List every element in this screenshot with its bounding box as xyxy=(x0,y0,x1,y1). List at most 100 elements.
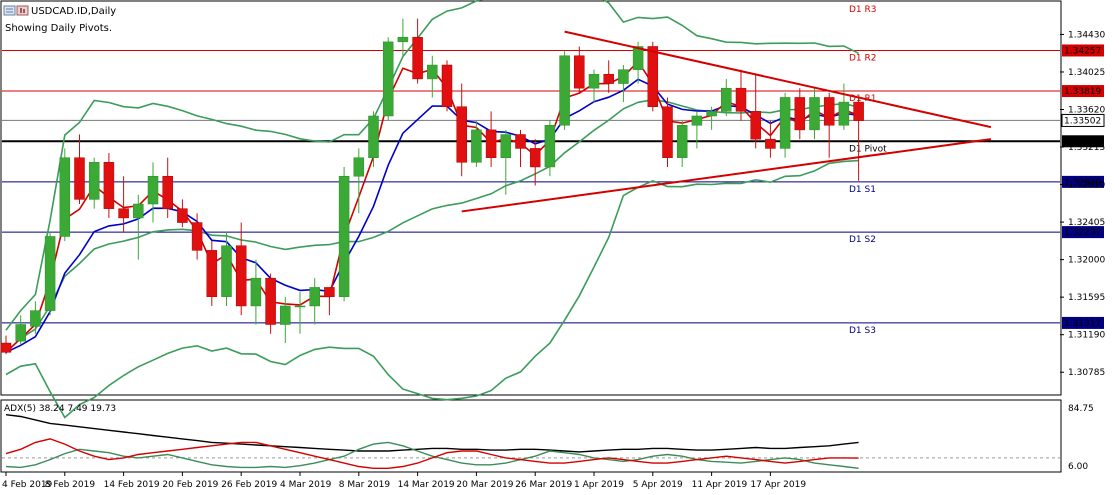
candle-body xyxy=(338,175,350,297)
price-tick-label: 1.34835 xyxy=(1068,0,1105,3)
pivot-tag-d1-s2 xyxy=(1062,226,1104,239)
candle-body xyxy=(265,277,276,325)
pivot-tag-d1-pivot xyxy=(1062,135,1104,148)
adx-panel-frame xyxy=(0,399,1062,473)
pivot-tag-d1-r2 xyxy=(1062,44,1104,57)
adx-tick-label: 84.75 xyxy=(1068,404,1094,414)
candle-body xyxy=(809,97,820,131)
candle-body xyxy=(706,111,717,117)
time-tick-label: 14 Mar 2019 xyxy=(398,480,455,490)
pivot-tag-text-d1-s2: 1.32297 xyxy=(1064,228,1101,238)
trendline xyxy=(461,138,992,213)
current-price-tag xyxy=(1061,113,1105,127)
candle-body xyxy=(280,305,291,325)
chart-title: USDCAD.ID,Daily xyxy=(31,6,116,17)
candle-body xyxy=(74,157,85,200)
trendlines xyxy=(461,30,992,213)
candle-body xyxy=(544,125,556,168)
adx-axis: 84.75 6.00 xyxy=(1068,404,1094,472)
trendline xyxy=(564,30,992,129)
candle-body xyxy=(471,129,482,163)
price-tick-label: 1.32405 xyxy=(1068,218,1105,228)
candle-body xyxy=(735,87,747,112)
pivot-label-d1-r3: D1 R3 xyxy=(849,5,877,15)
candle-body xyxy=(133,203,144,219)
candle-body xyxy=(88,162,100,200)
candle-body xyxy=(103,162,115,209)
candle-body xyxy=(412,36,423,80)
candle-body xyxy=(441,64,453,107)
candle-body xyxy=(324,287,335,297)
time-tick-label: 1 Apr 2019 xyxy=(574,480,624,490)
symbol-icon xyxy=(3,5,29,16)
candle-body xyxy=(368,115,379,158)
candle-body xyxy=(147,175,159,205)
pivot-label-d1-s1: D1 S1 xyxy=(849,185,876,195)
adx-tick-label: 6.00 xyxy=(1068,462,1088,472)
candle-body xyxy=(456,106,467,163)
candles xyxy=(0,18,864,355)
candle-body xyxy=(162,175,173,209)
time-tick-label: 26 Mar 2019 xyxy=(515,480,572,490)
candle-body xyxy=(529,148,541,168)
candle-body xyxy=(721,87,732,112)
pivot-label-d1-pivot: D1 Pivot xyxy=(849,144,887,154)
pivot-label-d1-s3: D1 S3 xyxy=(849,326,876,336)
candle-body xyxy=(603,74,614,84)
time-tick-label: 8 Mar 2019 xyxy=(339,480,391,490)
price-tick-label: 1.32000 xyxy=(1068,256,1105,266)
candle-body xyxy=(59,157,71,237)
candle-body xyxy=(823,97,835,126)
time-tick-label: 20 Mar 2019 xyxy=(456,480,513,490)
pivot-label-d1-s2: D1 S2 xyxy=(849,235,876,245)
pivot-tag-text-d1-s3: 1.31317 xyxy=(1064,319,1101,329)
adx-plus-di-line xyxy=(5,441,859,469)
candle-body xyxy=(235,245,247,307)
adx-lines xyxy=(2,414,1060,469)
candle-body xyxy=(618,69,629,84)
candle-body xyxy=(221,245,232,297)
time-tick-label: 17 Apr 2019 xyxy=(750,480,806,490)
candle-body xyxy=(662,106,673,158)
candle-body xyxy=(15,324,26,342)
adx-minus-di-line xyxy=(5,438,859,469)
time-tick-label: 26 Feb 2019 xyxy=(221,480,277,490)
price-panel-frame xyxy=(0,0,1062,396)
bollinger-lower xyxy=(5,159,859,419)
candle-body xyxy=(691,115,703,126)
candle-body xyxy=(250,277,262,307)
pivot-tag-d1-s3 xyxy=(1062,316,1104,329)
price-tick-label: 1.34025 xyxy=(1068,68,1105,78)
current-price-text: 1.33502 xyxy=(1064,116,1101,126)
candle-body xyxy=(44,236,56,311)
price-tick-label: 1.31595 xyxy=(1068,293,1105,303)
price-tick-label: 1.30785 xyxy=(1068,368,1105,378)
candle-body xyxy=(427,64,438,80)
candle-body xyxy=(779,97,791,149)
time-tick-label: 4 Mar 2019 xyxy=(280,480,332,490)
candle-body xyxy=(794,97,806,131)
candle-body xyxy=(574,55,585,89)
candle-body xyxy=(118,208,129,219)
price-axis: 1.34257 1.33819 1.33277 1.32839 1.32297 1.313… xyxy=(1060,0,1105,378)
pivot-tag-text-d1-r1: 1.33819 xyxy=(1064,87,1101,97)
candle-body xyxy=(0,342,12,353)
chart-subtitle: Showing Daily Pivots. xyxy=(5,23,112,34)
pivot-tag-text-d1-pivot: 1.33277 xyxy=(1064,137,1101,147)
candle-body xyxy=(515,134,526,149)
time-tick-label: 8 Feb 2019 xyxy=(45,480,96,490)
adx-label: ADX(5) 38.24 7.49 19.73 xyxy=(4,404,116,414)
pivot-label-d1-r2: D1 R2 xyxy=(849,53,877,63)
candle-body xyxy=(397,36,409,43)
price-tick-label: 1.31190 xyxy=(1068,331,1105,341)
candle-body xyxy=(588,74,600,89)
price-tick-label: 1.33620 xyxy=(1068,105,1105,115)
time-tick-label: 4 Feb 2019 xyxy=(2,480,53,490)
candle-body xyxy=(838,101,850,126)
time-tick-label: 11 Apr 2019 xyxy=(692,480,748,490)
candle-body xyxy=(294,305,306,308)
